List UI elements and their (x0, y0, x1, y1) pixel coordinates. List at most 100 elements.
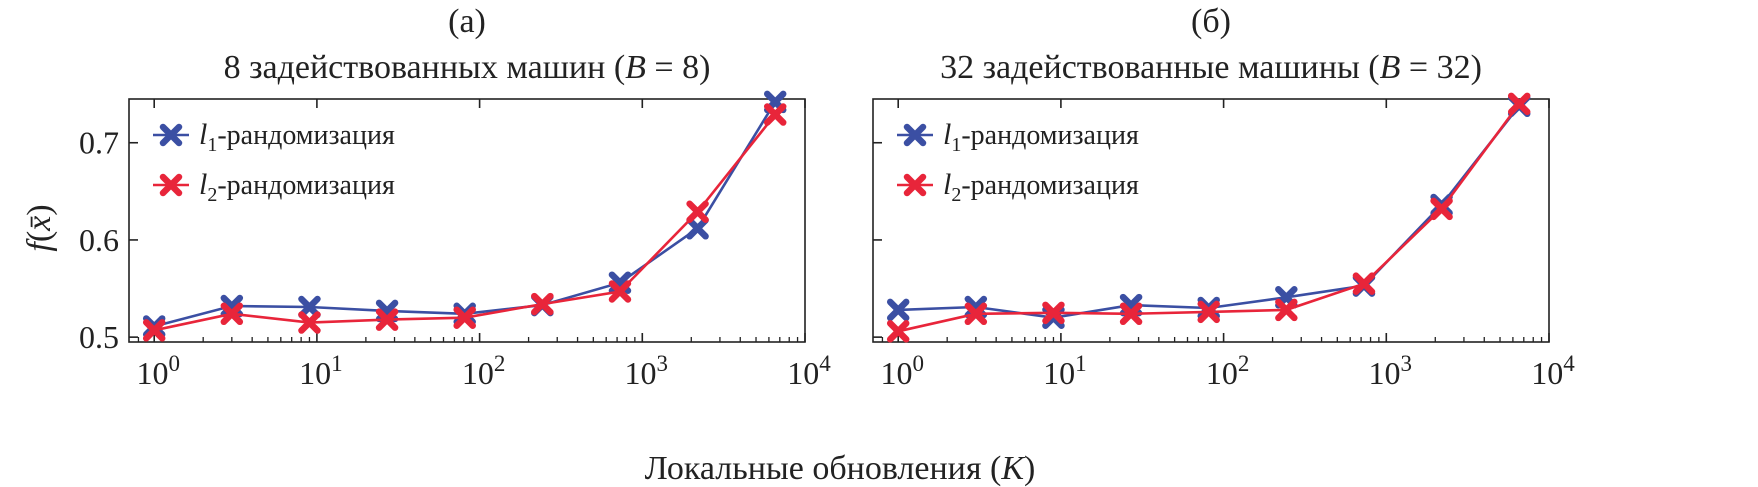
x-tick-base: 10 (299, 355, 331, 391)
panel-a: (а)8 задействованных машин (B = 8)100 101… (79, 3, 831, 391)
legend-text: -рандомизация (217, 120, 395, 151)
legend-text: -рандомизация (961, 120, 1139, 151)
marker-stroke (1507, 92, 1531, 116)
x-axis-label-prefix: Локальные обновления ( (645, 450, 1002, 487)
marker-stroke (763, 103, 787, 126)
x-tick-exponent: 2 (494, 351, 506, 376)
legend-item-l2: l2-рандомизация (897, 168, 1139, 206)
x-tick-label: 100 (880, 351, 924, 391)
panel-label: (а) (448, 3, 486, 40)
marker-stroke (159, 173, 183, 197)
data-point-l2 (763, 103, 787, 126)
legend-subscript: 2 (207, 184, 217, 206)
panel-label: (б) (1191, 3, 1231, 40)
marker-stroke (142, 319, 166, 342)
data-point-l2 (686, 200, 709, 224)
legend-item-l1: l1-рандомизация (897, 118, 1139, 156)
data-point-l2 (375, 308, 399, 331)
y-tick-label: 0.7 (79, 125, 119, 161)
panel-title: 8 задействованных машин (B = 8) (224, 49, 711, 86)
marker-stroke (1352, 272, 1376, 295)
marker-stroke (1275, 298, 1298, 322)
marker-stroke (903, 173, 927, 197)
x-axis-label-suffix: ) (1024, 450, 1035, 487)
x-tick-exponent: 0 (912, 351, 924, 376)
marker-stroke (375, 308, 399, 331)
legend-var: l (199, 168, 207, 201)
legend-label: l1-рандомизация (943, 118, 1139, 156)
x-tick-label: 101 (1043, 351, 1087, 391)
legend-var: l (199, 118, 207, 151)
x-tick-label: 103 (1369, 351, 1413, 391)
data-point-l2 (453, 306, 476, 329)
x-tick-base: 10 (1043, 355, 1075, 391)
marker-stroke (531, 292, 554, 316)
x-tick-label: 100 (136, 351, 180, 391)
panel-title-var: B (1380, 49, 1401, 86)
data-point-l1 (886, 298, 910, 322)
x-tick-base: 10 (787, 355, 819, 391)
legend-text: -рандомизация (961, 170, 1139, 201)
marker-stroke (886, 298, 910, 322)
legend-marker (159, 123, 183, 147)
legend-subscript: 1 (951, 134, 961, 156)
data-point-l2 (1507, 92, 1531, 116)
marker-stroke (964, 302, 988, 326)
x-tick-exponent: 0 (168, 351, 180, 376)
legend-label: l2-рандомизация (199, 168, 395, 206)
panel-title: 32 задействованные машины (B = 32) (940, 49, 1482, 86)
y-tick-label: 0.5 (79, 319, 119, 355)
marker-stroke (298, 311, 321, 334)
x-axis-label: Локальные обновления (K) (645, 450, 1036, 487)
x-tick-label: 101 (299, 351, 343, 391)
x-tick-base: 10 (625, 355, 657, 391)
marker-stroke (608, 280, 632, 303)
legend-item-l1: l1-рандомизация (153, 118, 395, 156)
marker-stroke (1042, 301, 1065, 325)
data-point-l2 (608, 280, 632, 303)
legend-text: -рандомизация (217, 170, 395, 201)
data-point-l2 (886, 320, 910, 343)
marker-stroke (886, 320, 910, 343)
legend-item-l2: l2-рандомизация (153, 168, 395, 206)
marker-stroke (1197, 300, 1220, 324)
legend-label: l2-рандомизация (943, 168, 1139, 206)
marker-stroke (903, 123, 927, 147)
x-tick-exponent: 1 (1075, 351, 1087, 376)
x-tick-label: 102 (462, 351, 505, 391)
data-point-l2 (1430, 197, 1453, 221)
y-axis-label-open: ( (21, 231, 58, 242)
plot-frame (128, 98, 806, 343)
legend-label: l1-рандомизация (199, 118, 395, 156)
marker-stroke (686, 217, 709, 240)
x-tick-label: 104 (787, 351, 831, 391)
legend-marker (159, 173, 183, 197)
x-tick-exponent: 1 (331, 351, 343, 376)
legend-subscript: 2 (951, 184, 961, 206)
x-tick-base: 10 (462, 355, 494, 391)
data-point-l2 (531, 292, 554, 316)
y-tick-label: 0.6 (79, 222, 119, 258)
data-point-l2 (220, 302, 244, 326)
x-tick-label: 102 (1206, 351, 1250, 391)
y-axis-label-x: x̄ (21, 216, 58, 232)
data-point-l2 (1119, 302, 1143, 326)
x-tick-label: 103 (625, 351, 669, 391)
legend-subscript: 1 (207, 134, 217, 156)
x-tick-base: 10 (1531, 355, 1563, 391)
panel-title-suffix: = 8) (646, 49, 711, 86)
plot-frame (872, 98, 1550, 343)
panel-title-prefix: 32 задействованные машины ( (940, 49, 1380, 86)
marker-stroke (298, 295, 321, 319)
data-point-l2 (1197, 300, 1220, 324)
x-tick-base: 10 (1206, 355, 1238, 391)
marker-stroke (686, 200, 709, 224)
x-tick-base: 10 (880, 355, 912, 391)
x-tick-exponent: 3 (1401, 351, 1413, 376)
legend-marker (903, 173, 927, 197)
panel-title-suffix: = 32) (1400, 49, 1482, 86)
data-point-l2 (1275, 298, 1298, 322)
x-tick-exponent: 4 (819, 351, 831, 376)
panel-title-var: B (625, 49, 646, 86)
